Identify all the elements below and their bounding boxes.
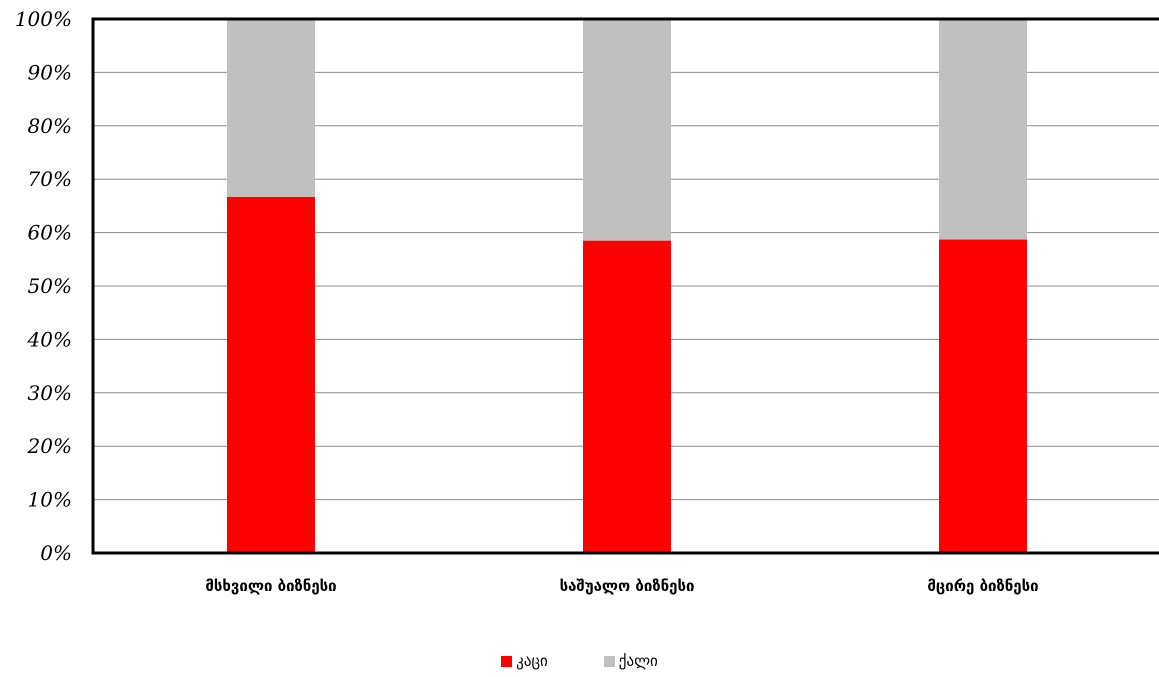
legend-swatch-female	[603, 655, 615, 667]
x-axis-labels: მსხვილი ბიზნესი საშუალო ბიზნესი მცირე ბიზნ…	[205, 577, 1038, 595]
y-tick-label: 20%	[27, 434, 72, 458]
y-axis-ticks: 0% 10% 20% 30% 40% 50% 60% 70% 80% 90% 100%	[15, 7, 72, 565]
legend-label-female: ქალი	[618, 652, 658, 670]
legend-label-male: კაცი	[516, 652, 548, 670]
y-tick-label: 0%	[40, 541, 72, 565]
legend-item-female: ქალი	[603, 652, 658, 670]
x-category-label: მსხვილი ბიზნესი	[205, 577, 336, 595]
y-tick-label: 100%	[15, 7, 72, 31]
plot-frame	[91, 17, 1159, 555]
bar-segment-male	[939, 239, 1027, 554]
y-tick-label: 90%	[28, 60, 72, 84]
bar-segment-female	[583, 19, 671, 241]
y-tick-label: 70%	[28, 167, 72, 191]
y-tick-label: 80%	[28, 114, 72, 138]
bars	[227, 19, 1027, 554]
bar-segment-male	[583, 240, 671, 554]
y-tick-label: 30%	[28, 381, 72, 405]
y-tick-label: 40%	[27, 327, 72, 351]
x-category-label: საშუალო ბიზნესი	[560, 577, 695, 595]
y-tick-label: 10%	[28, 488, 72, 512]
bar-segment-female	[939, 19, 1027, 240]
legend: კაცი ქალი	[0, 652, 1159, 670]
x-category-label: მცირე ბიზნესი	[927, 577, 1038, 595]
legend-swatch-male	[501, 655, 513, 667]
legend-item-male: კაცი	[501, 652, 548, 670]
y-tick-label: 60%	[28, 221, 72, 245]
bar-segment-female	[227, 19, 315, 197]
y-tick-label: 50%	[28, 274, 72, 298]
bar-segment-male	[227, 196, 315, 553]
